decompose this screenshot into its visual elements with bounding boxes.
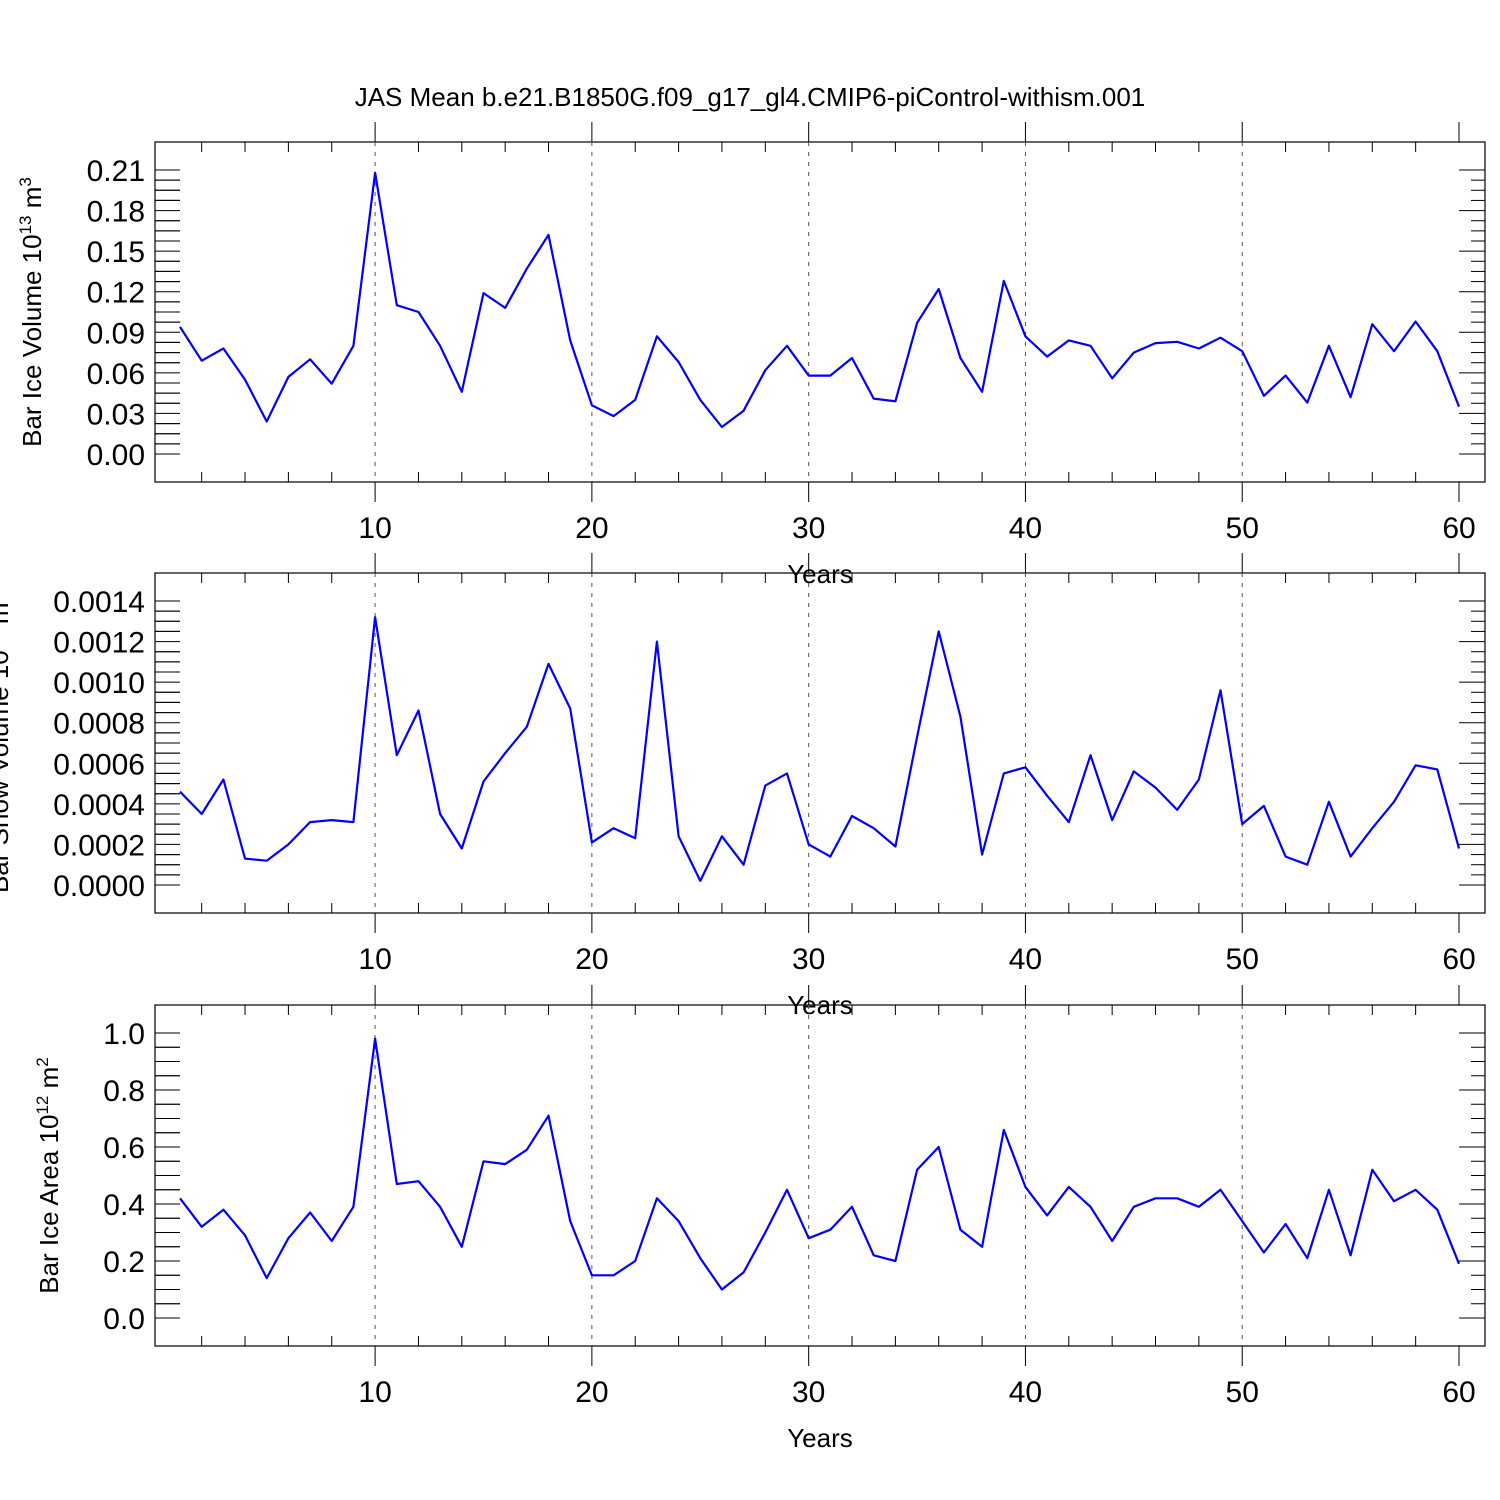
- y-tick-label: 0.8: [103, 1075, 145, 1108]
- y-tick-label: 0.18: [87, 196, 145, 229]
- y-axis-label: Bar Ice Area 1012 m2: [33, 1057, 64, 1294]
- y-tick-label: 0.0002: [53, 829, 145, 862]
- y-axis-label: Bar Snow Volume 1013 m3: [0, 593, 14, 893]
- y-tick-label: 0.15: [87, 236, 145, 269]
- y-tick-label: 0.0010: [53, 667, 145, 700]
- y-tick-label: 1.0: [103, 1018, 145, 1051]
- x-tick-label: 20: [575, 512, 608, 545]
- y-tick-label: 0.6: [103, 1132, 145, 1165]
- x-tick-label: 20: [575, 1376, 608, 1409]
- series-line: [179, 1037, 1461, 1291]
- x-tick-label: 50: [1226, 943, 1259, 976]
- y-tick-label: 0.21: [87, 155, 145, 188]
- x-tick-label: 40: [1009, 943, 1042, 976]
- chart-title: JAS Mean b.e21.B1850G.f09_g17_gl4.CMIP6-…: [355, 82, 1146, 112]
- x-tick-label: 60: [1442, 943, 1475, 976]
- x-tick-label: 60: [1442, 512, 1475, 545]
- y-tick-label: 0.0006: [53, 748, 145, 781]
- x-tick-label: 30: [792, 1376, 825, 1409]
- series-line: [179, 171, 1461, 429]
- x-tick-label: 60: [1442, 1376, 1475, 1409]
- plot-frame: [154, 141, 1486, 483]
- x-tick-label: 30: [792, 943, 825, 976]
- y-tick-label: 0.0012: [53, 627, 145, 660]
- y-tick-label: 0.09: [87, 317, 145, 350]
- x-tick-label: 30: [792, 512, 825, 545]
- panel-2: 10 20 30 40 50 60 0.0000 0.0002 0.0004 0.0006 0.00…: [0, 553, 1486, 1020]
- x-tick-label: 50: [1226, 512, 1259, 545]
- y-tick-label: 0.2: [103, 1246, 145, 1279]
- plot-frame: [154, 1004, 1486, 1347]
- x-tick-label: 40: [1009, 512, 1042, 545]
- y-tick-label: 0.12: [87, 277, 145, 310]
- x-axis-label: Years: [787, 1423, 853, 1453]
- panel-1: 10 20 30 40 50 60 0.00 0.03 0.06 0.09 0.12 0.15 0.18…: [16, 122, 1486, 589]
- y-tick-label: 0.06: [87, 358, 145, 391]
- y-tick-label: 0.00: [87, 439, 145, 472]
- x-tick-label: 10: [358, 943, 391, 976]
- x-tick-label: 10: [358, 1376, 391, 1409]
- y-tick-label: 0.03: [87, 398, 145, 431]
- y-tick-label: 0.0008: [53, 708, 145, 741]
- x-tick-label: 20: [575, 943, 608, 976]
- plot-frame: [154, 572, 1486, 914]
- panel-3: 10 20 30 40 50 60 0.0 0.2 0.4 0.6 0.8 1.0 Years Bar I…: [33, 985, 1486, 1453]
- y-tick-label: 0.0004: [53, 789, 145, 822]
- y-axis-label: Bar Ice Volume 1013 m3: [16, 177, 47, 447]
- x-tick-label: 10: [358, 512, 391, 545]
- series-line: [179, 616, 1461, 883]
- y-tick-label: 0.0000: [53, 870, 145, 903]
- x-tick-label: 40: [1009, 1376, 1042, 1409]
- y-tick-label: 0.0: [103, 1303, 145, 1336]
- y-tick-label: 0.4: [103, 1189, 145, 1222]
- y-tick-label: 0.0014: [53, 586, 145, 619]
- x-axis-label: Years: [787, 559, 853, 589]
- x-tick-label: 50: [1226, 1376, 1259, 1409]
